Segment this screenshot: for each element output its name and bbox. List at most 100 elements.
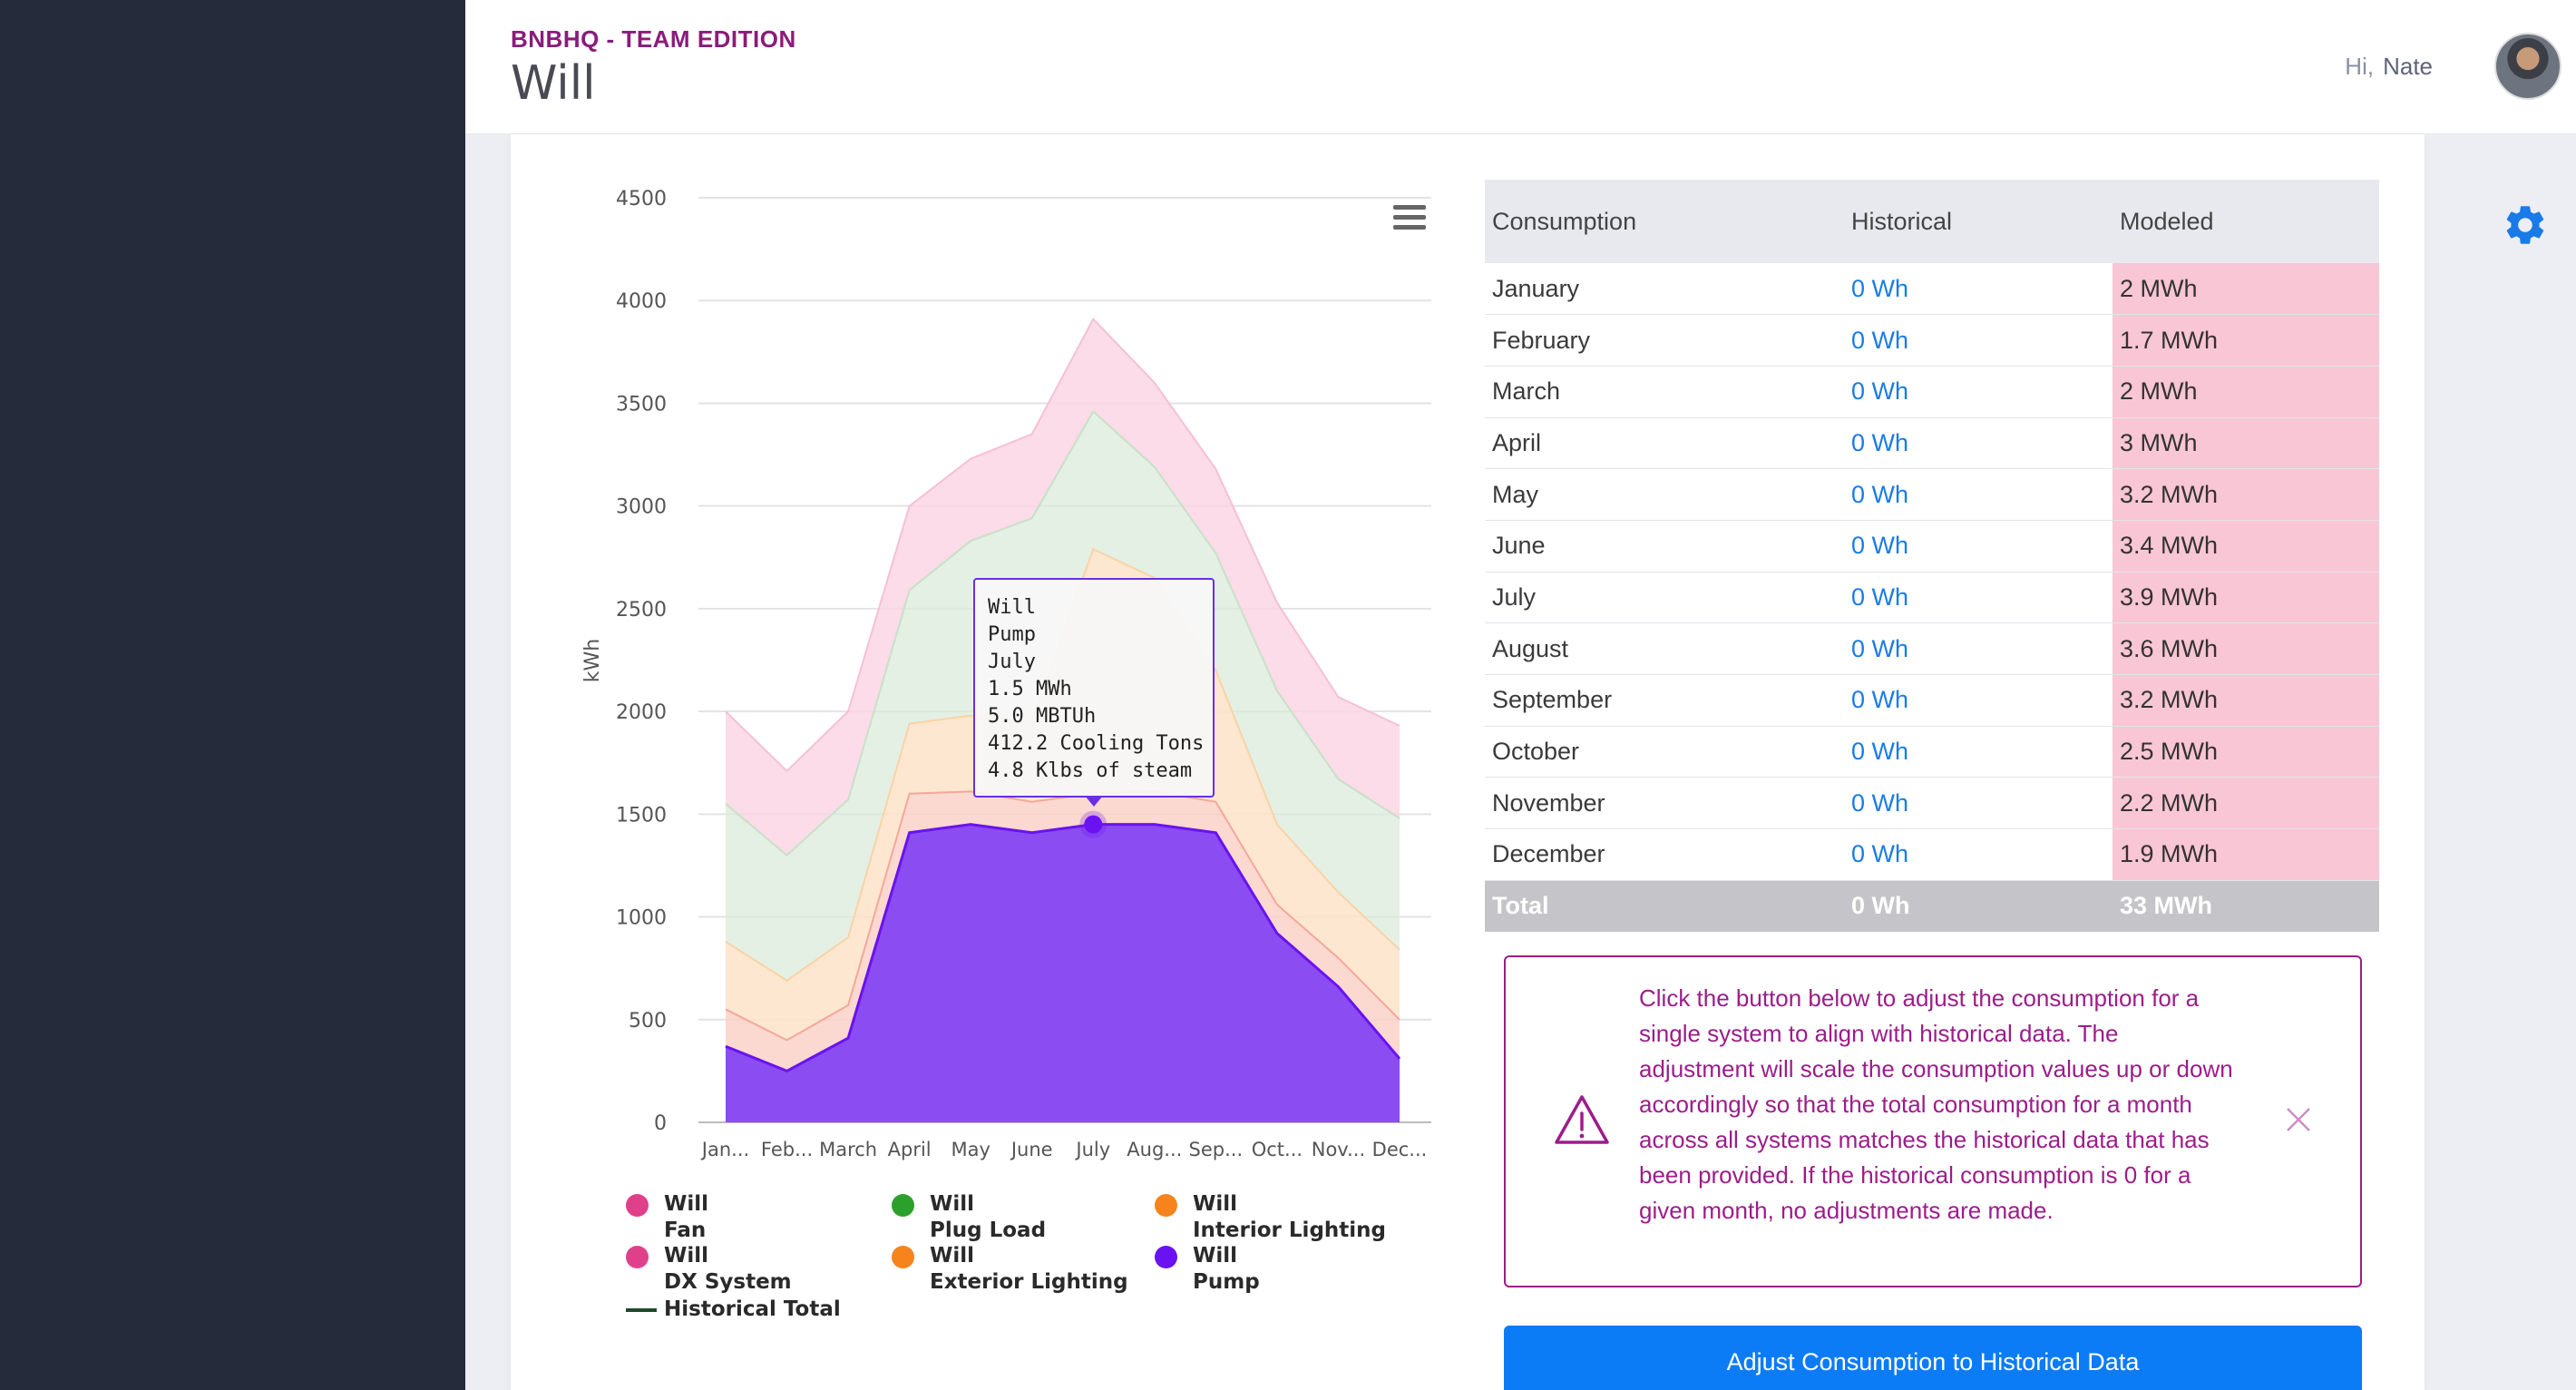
legend-label: Will Interior Lighting	[1193, 1192, 1386, 1242]
tooltip-line: 5.0 MBTUh	[988, 705, 1097, 728]
avatar[interactable]	[2494, 33, 2561, 100]
legend-marker	[1155, 1194, 1177, 1217]
historical-cell[interactable]: 0 Wh	[1844, 366, 2113, 418]
column-header-historical: Historical	[1844, 180, 2113, 263]
legend-label: Will Fan	[664, 1192, 709, 1242]
y-tick-label: 2000	[616, 701, 667, 724]
table-row: June 0 Wh 3.4 MWh	[1485, 520, 2379, 573]
y-tick-label: 0	[654, 1112, 667, 1135]
area-will-fan	[726, 318, 1400, 856]
adjust-consumption-button[interactable]: Adjust Consumption to Historical Data	[1504, 1326, 2362, 1390]
top-header: BNBHQ - TEAM EDITION Will Hi, Nate	[465, 0, 2576, 134]
historical-cell[interactable]: 0 Wh	[1844, 674, 2113, 727]
x-tick-label: Feb...	[761, 1139, 813, 1160]
area-will-exterior-lighting	[726, 791, 1400, 1072]
column-header-consumption: Consumption	[1485, 180, 1844, 263]
series-line	[725, 409, 1400, 857]
legend-label: Will DX System	[664, 1244, 792, 1294]
table-row: April 0 Wh 3 MWh	[1485, 417, 2379, 470]
tooltip-line: 4.8 Klbs of steam	[988, 759, 1193, 782]
historical-cell[interactable]: 0 Wh	[1844, 417, 2113, 470]
tooltip-line: 1.5 MWh	[988, 678, 1072, 700]
chart-tooltip: Will Pump July 1.5 MWh 5.0 MBTUh 412.2 C…	[973, 578, 1215, 798]
modeled-cell: 3.2 MWh	[2113, 674, 2379, 727]
month-cell: April	[1485, 417, 1844, 470]
month-cell: March	[1485, 366, 1844, 418]
modeled-cell: 3.6 MWh	[2113, 622, 2379, 675]
modeled-cell: 3.4 MWh	[2113, 520, 2379, 573]
modeled-cell: 1.7 MWh	[2113, 314, 2379, 367]
x-tick-label: Sep...	[1189, 1139, 1244, 1160]
legend-marker	[626, 1194, 649, 1217]
tooltip-line: July	[988, 651, 1036, 673]
hamburger-menu-icon[interactable]	[1393, 205, 1426, 232]
historical-cell[interactable]: 0 Wh	[1844, 520, 2113, 573]
y-tick-label: 3000	[616, 496, 667, 519]
adjustment-alert: Click the button below to adjust the con…	[1504, 955, 2362, 1287]
modeled-cell: 2 MWh	[2113, 366, 2379, 418]
page-title: Will	[511, 56, 596, 111]
month-cell: January	[1485, 263, 1844, 316]
tooltip-line: 412.2 Cooling Tons	[988, 732, 1205, 755]
y-tick-label: 3500	[616, 393, 667, 416]
month-cell: December	[1485, 828, 1844, 881]
modeled-cell: 2.2 MWh	[2113, 777, 2379, 830]
x-tick-label: Nov...	[1312, 1139, 1365, 1160]
month-cell: July	[1485, 572, 1844, 624]
close-icon[interactable]	[2284, 1105, 2313, 1134]
alert-message: Click the button below to adjust the con…	[1639, 984, 2233, 1224]
historical-cell[interactable]: 0 Wh	[1844, 622, 2113, 675]
month-cell: October	[1485, 726, 1844, 778]
historical-cell[interactable]: 0 Wh	[1844, 468, 2113, 521]
x-tick-label: April	[888, 1139, 932, 1160]
month-cell: September	[1485, 674, 1844, 727]
user-name: Nate	[2383, 53, 2433, 80]
month-cell: May	[1485, 468, 1844, 521]
table-row: July 0 Wh 3.9 MWh	[1485, 572, 2379, 624]
y-tick-label: 4000	[616, 290, 667, 313]
historical-cell[interactable]: 0 Wh	[1844, 777, 2113, 830]
x-tick-label: Jan...	[700, 1139, 749, 1160]
x-tick-label: May	[951, 1139, 990, 1160]
table-total-row: Total 0 Wh 33 MWh	[1485, 880, 2379, 932]
month-cell: August	[1485, 622, 1844, 675]
x-tick-label: Dec...	[1372, 1139, 1428, 1160]
y-tick-label: 2500	[616, 599, 667, 622]
modeled-cell: 3 MWh	[2113, 417, 2379, 470]
table-row: August 0 Wh 3.6 MWh	[1485, 622, 2379, 675]
highlight-point	[1084, 815, 1103, 834]
column-header-modeled: Modeled	[2113, 180, 2379, 263]
legend-label: Will Plug Load	[930, 1192, 1047, 1242]
modeled-cell: 2.5 MWh	[2113, 726, 2379, 778]
historical-cell[interactable]: 0 Wh	[1844, 726, 2113, 778]
legend-marker	[892, 1194, 914, 1217]
user-greeting[interactable]: Hi, Nate	[2345, 53, 2433, 81]
series-line	[725, 317, 1400, 773]
y-axis-label: kWh	[581, 639, 604, 682]
table-header-row: Consumption Historical Modeled	[1485, 180, 2379, 263]
series-line	[725, 790, 1400, 1042]
legend-label: Will Pump	[1193, 1244, 1260, 1294]
total-modeled: 33 MWh	[2113, 880, 2379, 932]
modeled-cell: 1.9 MWh	[2113, 828, 2379, 881]
x-tick-label: June	[1010, 1139, 1053, 1160]
x-tick-label: July	[1074, 1139, 1110, 1160]
series-line	[725, 823, 1401, 1073]
table-row: February 0 Wh 1.7 MWh	[1485, 314, 2379, 367]
warning-triangle-icon	[1553, 1093, 1611, 1150]
x-tick-label: Aug...	[1127, 1139, 1182, 1160]
brand-label: BNBHQ - TEAM EDITION	[511, 25, 796, 53]
legend-marker	[1155, 1246, 1177, 1268]
historical-cell[interactable]: 0 Wh	[1844, 828, 2113, 881]
gear-icon[interactable]	[2502, 201, 2549, 249]
historical-cell[interactable]: 0 Wh	[1844, 263, 2113, 316]
historical-cell[interactable]: 0 Wh	[1844, 572, 2113, 624]
table-row: November 0 Wh 2.2 MWh	[1485, 777, 2379, 830]
historical-cell[interactable]: 0 Wh	[1844, 314, 2113, 367]
modeled-cell: 3.9 MWh	[2113, 572, 2379, 624]
x-tick-label: Oct...	[1252, 1139, 1303, 1160]
legend-label: Historical Total	[664, 1297, 841, 1321]
y-tick-label: 4500	[616, 188, 667, 210]
total-historical: 0 Wh	[1844, 880, 2113, 932]
table-row: May 0 Wh 3.2 MWh	[1485, 468, 2379, 521]
